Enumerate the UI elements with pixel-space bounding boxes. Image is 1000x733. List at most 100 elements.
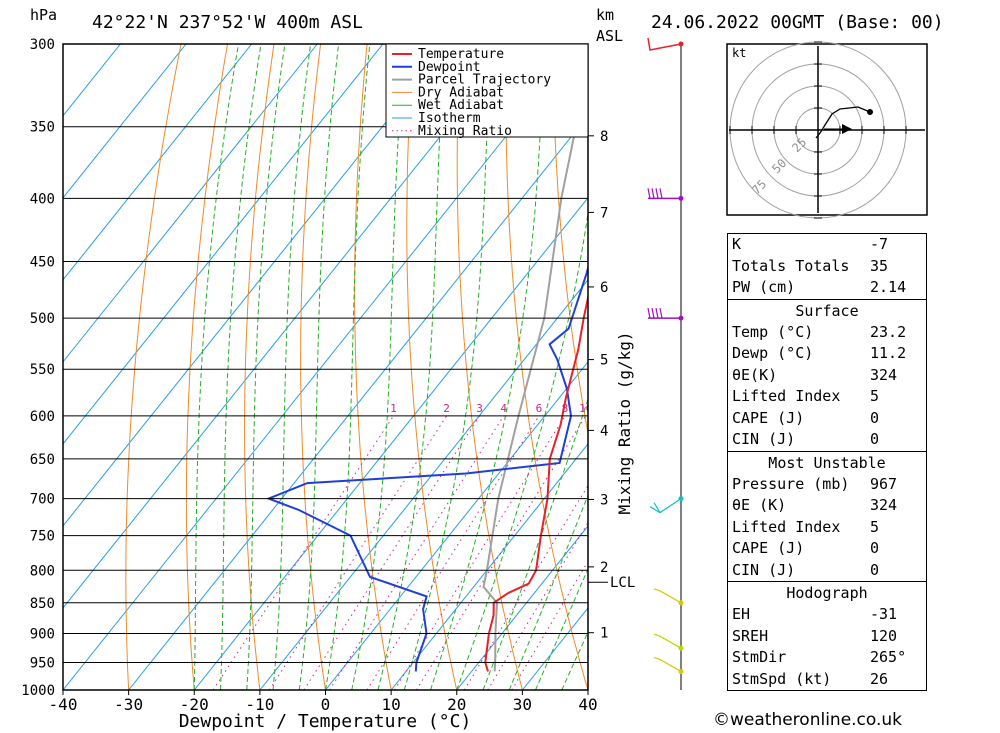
km-unit-label: km [596,6,614,24]
stat-row: Dewp (°C) 11.2 [728,343,926,365]
stat-row: SREH 120 [728,626,926,648]
stat-row: CAPE (J) 0 [728,408,926,430]
isotherm-line [63,44,384,445]
stat-label: SREH [732,626,769,645]
km-tick-label: 8 [600,129,608,145]
isotherm-line [63,44,187,199]
stat-value: 120 [870,626,898,645]
mixing-ratio-label: 25 [669,402,682,415]
legend-label: Dry Adiabat [418,85,504,100]
mixing-ratio-line [268,415,448,690]
stat-label: CAPE (J) [732,539,805,557]
isotherm-line [128,114,588,690]
stat-row: StmDir 265° [728,647,926,669]
stat-row: θE(K) 324 [728,365,926,387]
temperature-line [484,293,588,672]
location-title: 42°22'N 237°52'W 400m ASL [92,12,363,33]
stat-label: PW (cm) [732,278,796,296]
surface-title: Surface [795,301,859,320]
pressure-tick-label: 500 [30,311,55,327]
isotherm-line [63,44,449,527]
mixing-ratio-label: 1 [390,402,397,415]
stat-row: K -7 [728,234,926,256]
stat-value: 324 [870,496,898,514]
km-tick-label: 4 [600,423,608,439]
km-tick-label: 3 [600,492,608,508]
x-tick-label: 30 [513,695,532,714]
most-unstable-title: Most Unstable [768,453,886,472]
copyright-footer[interactable]: ©weatheronline.co.uk [713,710,903,730]
wind-barb [653,588,684,606]
pressure-tick-label: 800 [30,563,55,579]
hodograph-trace [815,106,871,139]
stat-value: 265° [870,648,907,666]
legend-label: Dewpoint [418,60,481,75]
stat-value: -31 [870,605,898,623]
isotherm-line [456,525,588,690]
legend-label: Temperature [418,47,504,62]
storm-motion-marker [842,124,852,134]
isotherm-line [63,44,121,117]
stat-row: PW (cm) 2.14 [728,277,926,299]
mixing-ratio-line [366,415,540,690]
pressure-tick-label: 850 [30,596,55,612]
dry-adiabat-line [552,44,588,436]
stat-row: Totals Totals 35 [728,256,926,278]
isotherm-line [390,443,588,690]
hpa-unit-label: hPa [30,6,57,24]
wet-adiabat-line [193,44,239,690]
most-unstable-box: Most Unstable Pressure (mb) 967 θE (K) 324… [727,450,927,581]
stat-value: 11.2 [870,344,907,362]
dry-adiabat-line [354,44,392,690]
isotherm-line [63,44,318,363]
isotherm-line [259,279,588,690]
stats-panel: K -7 Totals Totals 35 PW (cm) 2.14 Surface … [727,233,927,691]
stat-value: 5 [870,517,880,536]
pressure-tick-label: 1000 [21,683,55,699]
stat-value: 0 [870,408,880,427]
mixing-ratio-label: 2 [443,402,450,415]
wind-barb [647,307,684,321]
datetime-title: 24.06.2022 00GMT (Base: 00) [651,12,944,33]
stat-value: -7 [870,235,889,253]
stat-row: CIN (J) 0 [728,429,926,451]
pressure-tick-label: 600 [30,409,55,425]
dry-adiabat-line [925,44,1000,690]
pressure-tick-label: 900 [30,626,55,642]
pressure-tick-label: 950 [30,655,55,671]
stat-value: 2.14 [870,278,907,296]
stat-label: StmSpd (kt) [732,669,832,688]
isotherm-line [63,44,581,690]
stat-value: 26 [870,669,889,688]
x-tick-label: -20 [180,695,209,714]
stat-value: 0 [870,430,880,448]
lcl-label: LCL [610,575,635,591]
x-tick-label: 20 [447,695,466,714]
x-tick-label: -30 [114,695,143,714]
wet-adiabat-line [298,44,340,690]
stat-value: 967 [870,474,898,493]
km-tick-label: 2 [600,560,608,576]
dry-adiabat-line [125,44,182,690]
pressure-tick-label: 550 [30,362,55,378]
x-tick-label: -40 [49,695,78,714]
stat-value: 0 [870,539,880,557]
hodograph-unit: kt [732,46,746,60]
stat-label: EH [732,605,751,623]
stat-label: StmDir [732,648,787,666]
wet-adiabat-line [220,44,262,690]
asl-unit-label: ASL [596,27,623,45]
isotherm-line [325,361,588,690]
x-tick-label: 40 [578,695,597,714]
stat-value: 5 [870,387,880,405]
wind-barb [647,188,684,201]
mixing-ratio-label: 4 [500,402,507,415]
pressure-tick-label: 350 [30,120,55,136]
x-tick-label: 0 [321,695,331,714]
dry-adiabat-line [244,44,275,690]
stat-label: CIN (J) [732,430,796,448]
wet-adiabat-line [246,44,286,690]
pressure-tick-label: 700 [30,492,55,508]
mixing-ratio-line [303,415,480,690]
